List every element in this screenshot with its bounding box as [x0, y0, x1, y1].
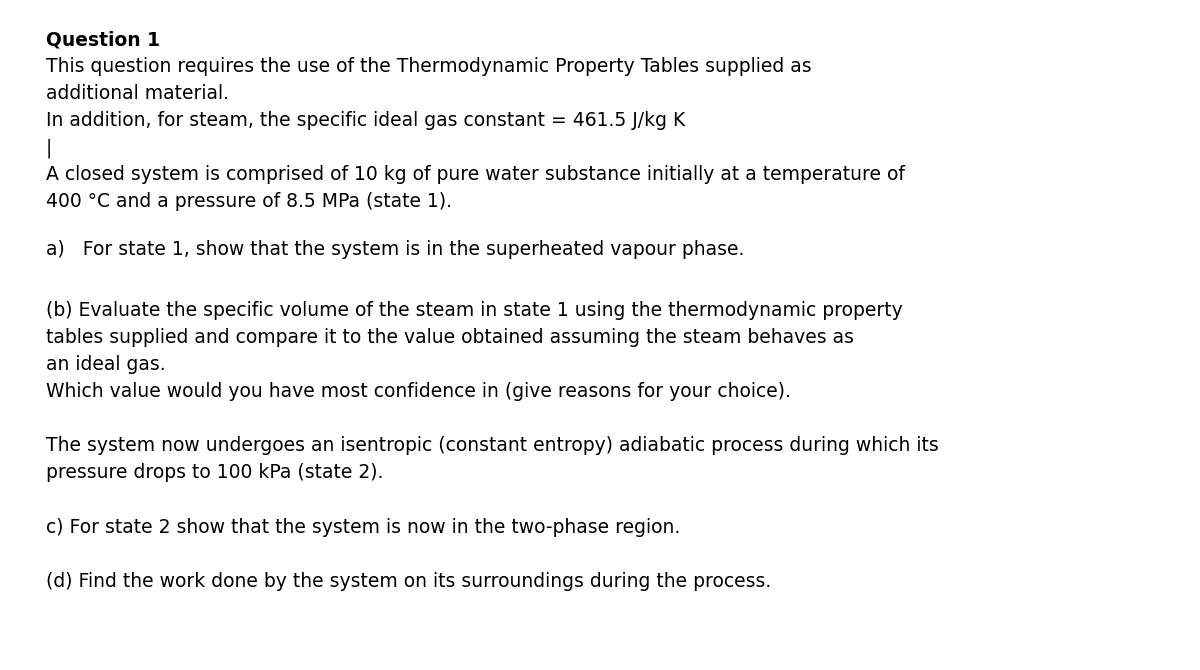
Text: 400 °C and a pressure of 8.5 MPa (state 1).: 400 °C and a pressure of 8.5 MPa (state …	[46, 192, 452, 211]
Text: (b) Evaluate the specific volume of the steam in state 1 using the thermodynamic: (b) Evaluate the specific volume of the …	[46, 301, 902, 320]
Text: |: |	[46, 138, 53, 157]
Text: an ideal gas.: an ideal gas.	[46, 355, 166, 374]
Text: c) For state 2 show that the system is now in the two-phase region.: c) For state 2 show that the system is n…	[46, 518, 680, 537]
Text: A closed system is comprised of 10 kg of pure water substance initially at a tem: A closed system is comprised of 10 kg of…	[46, 165, 905, 184]
Text: This question requires the use of the Thermodynamic Property Tables supplied as: This question requires the use of the Th…	[46, 57, 811, 76]
Text: The system now undergoes an isentropic (constant entropy) adiabatic process duri: The system now undergoes an isentropic (…	[46, 436, 938, 455]
Text: Question 1: Question 1	[46, 30, 160, 49]
Text: pressure drops to 100 kPa (state 2).: pressure drops to 100 kPa (state 2).	[46, 463, 383, 482]
Text: additional material.: additional material.	[46, 84, 229, 103]
Text: In addition, for steam, the specific ideal gas constant = 461.5 J/kg K: In addition, for steam, the specific ide…	[46, 111, 685, 130]
Text: Which value would you have most confidence in (give reasons for your choice).: Which value would you have most confiden…	[46, 382, 791, 401]
Text: (d) Find the work done by the system on its surroundings during the process.: (d) Find the work done by the system on …	[46, 572, 772, 591]
Text: tables supplied and compare it to the value obtained assuming the steam behaves : tables supplied and compare it to the va…	[46, 328, 854, 347]
Text: a)   For state 1, show that the system is in the superheated vapour phase.: a) For state 1, show that the system is …	[46, 240, 744, 259]
